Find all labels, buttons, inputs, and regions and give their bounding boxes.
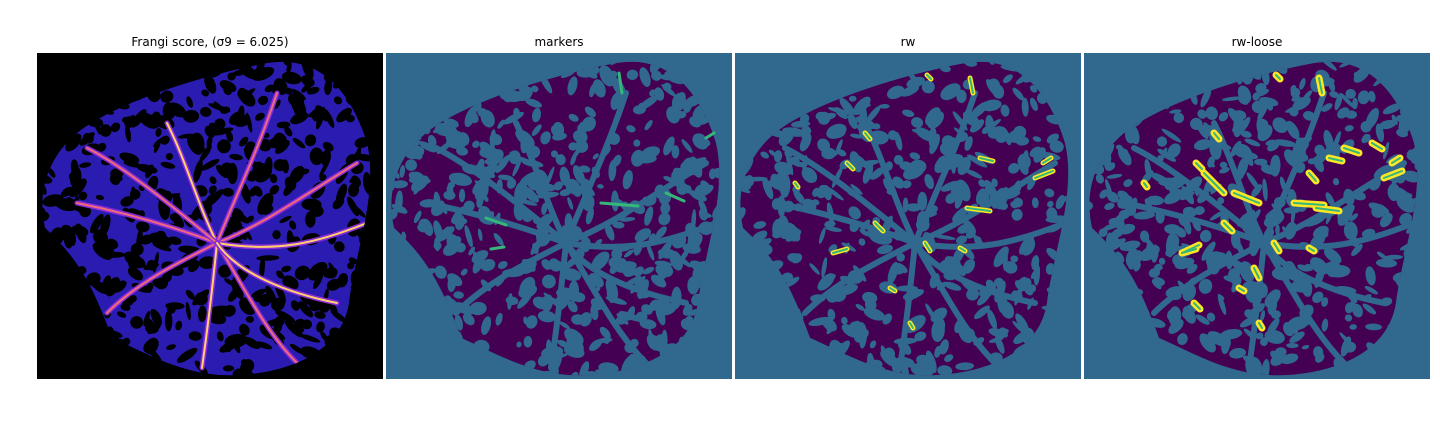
rw-loose-svg [1084, 53, 1430, 379]
rw-image [735, 53, 1081, 379]
rw-marker-core [794, 74, 1054, 329]
frangi-score-image [37, 53, 383, 379]
markers-svg [386, 53, 732, 379]
rw-loose-image [1084, 53, 1430, 379]
rw-loose-marker-core [1143, 74, 1403, 329]
vessel-strokes [74, 90, 370, 371]
vessel-strokes [772, 90, 1068, 371]
frangi-score-svg [37, 53, 383, 379]
rw-svg [735, 53, 1081, 379]
panel-title-markers: markers [534, 35, 584, 49]
panel-title-rw: rw [900, 35, 916, 49]
vessel-strokes [423, 90, 719, 371]
panel-title-frangi: Frangi score, (σ9 = 6.025) [131, 35, 289, 49]
markers-image [386, 53, 732, 379]
panel-title-rw-loose: rw-loose [1231, 35, 1283, 49]
marker-segments [484, 71, 716, 251]
